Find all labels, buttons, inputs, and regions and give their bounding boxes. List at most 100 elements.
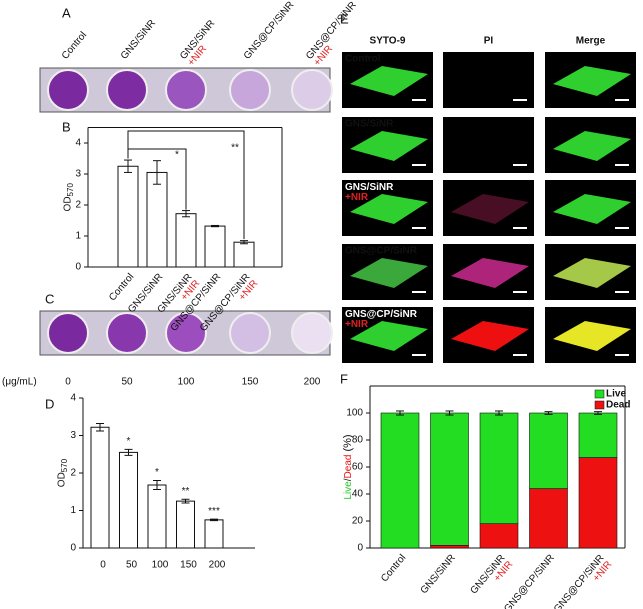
concentration-label: 50: [121, 377, 133, 388]
y-tick-label: 4: [70, 393, 76, 404]
significance: ***: [208, 506, 220, 517]
row-label: GNS@CP/SiNR: [345, 246, 418, 257]
y-tick-label: 0: [357, 543, 363, 554]
text-part: 570: [60, 458, 69, 472]
biofilm: [553, 321, 631, 351]
y-axis-label: OD570: [63, 183, 75, 212]
y-tick-label: 3: [70, 430, 76, 441]
text-part: /: [343, 478, 354, 481]
legend-label: Live: [606, 389, 626, 400]
significance-bracket: [128, 148, 187, 210]
column-header: PI: [484, 36, 494, 47]
bar: [119, 451, 138, 549]
row-label: GNS@CP/SiNR +NIR: [345, 309, 418, 330]
y-axis-label: Live/Dead (%): [342, 434, 354, 499]
biofilm: [553, 194, 631, 224]
bar: [146, 171, 168, 268]
well: [165, 312, 207, 354]
x-tick-label: GNS@CP/SiNR: [502, 553, 557, 609]
row-label: Control: [345, 54, 381, 65]
significance: *: [155, 467, 159, 478]
well-label: GNS@CP/SiNR: [242, 0, 297, 62]
column-header: SYTO-9: [370, 36, 406, 47]
x-tick-label: 200: [209, 560, 226, 571]
bar-segment: [578, 457, 618, 549]
bar: [175, 213, 197, 268]
x-tick-label: 0: [100, 560, 106, 571]
bar-segment: [578, 412, 618, 458]
x-tick-label: GNS/SiNR+NIR: [468, 553, 515, 603]
micrograph: [443, 52, 534, 108]
bar-segment: [529, 412, 568, 489]
concentration-label: 0: [65, 377, 71, 388]
row-label: GNS/SiNR +NIR: [345, 182, 394, 203]
y-tick-label: 2: [70, 468, 76, 479]
well: [291, 312, 333, 354]
y-tick-label: 40: [352, 489, 364, 500]
text-part: (%): [342, 434, 354, 454]
well: [106, 312, 148, 354]
y-tick-label: 0: [70, 543, 76, 554]
y-tick-label: 20: [352, 516, 364, 527]
micrograph: [443, 180, 534, 236]
well: [106, 69, 148, 111]
y-tick-label: 100: [346, 408, 363, 419]
legend-swatch: [594, 400, 605, 410]
well: [47, 69, 89, 111]
bar-segment: [529, 488, 568, 549]
significance-bracket: [127, 130, 245, 240]
panel-label: F: [340, 371, 348, 386]
panel-label: C: [45, 291, 54, 306]
legend-swatch: [594, 389, 605, 399]
concentration-label: 100: [178, 377, 195, 388]
well-label: GNS/SiNR: [119, 18, 158, 62]
biofilm: [451, 321, 529, 351]
bar-segment: [430, 412, 469, 546]
panel-label: E: [340, 11, 349, 26]
legend-label: Dead: [606, 400, 630, 411]
y-tick-label: 0: [75, 262, 81, 273]
text-part: Dead: [343, 455, 354, 479]
biofilm: [553, 258, 631, 288]
biofilm: [350, 321, 428, 351]
y-tick-label: 60: [352, 462, 364, 473]
x-tick-label: GNS/SiNR: [419, 553, 458, 597]
biofilm: [451, 258, 529, 288]
bar: [233, 241, 255, 268]
well: [229, 69, 271, 111]
concentration-label: 150: [242, 377, 259, 388]
biofilm: [350, 131, 428, 161]
unit-label: (μg/mL): [2, 377, 37, 388]
text-part: +NIR: [345, 319, 369, 330]
x-tick-label: 100: [152, 560, 169, 571]
text-part: GNS/SiNR: [345, 182, 394, 193]
bar-segment: [380, 412, 420, 549]
x-tick-label: Control: [107, 272, 136, 304]
bar: [176, 500, 195, 549]
biofilm: [350, 66, 428, 96]
significance: **: [182, 486, 190, 497]
well: [229, 312, 271, 354]
text-part: Live: [343, 481, 354, 500]
panel-label: D: [45, 396, 54, 411]
micrograph: [443, 117, 534, 173]
bar: [204, 225, 226, 268]
well: [165, 69, 207, 111]
y-tick-label: 2: [75, 200, 81, 211]
row-label: GNS/SiNR: [345, 119, 394, 130]
significance: **: [231, 143, 239, 154]
well-label: GNS/SiNR+NIR: [178, 18, 225, 68]
significance: *: [175, 150, 179, 161]
text-part: +NIR: [345, 192, 369, 203]
x-tick-label: Control: [379, 553, 408, 585]
biofilm: [451, 194, 529, 224]
well-label: Control: [60, 30, 89, 62]
bar: [117, 165, 139, 268]
well: [291, 69, 333, 111]
panel-label: A: [62, 5, 71, 20]
biofilm: [553, 131, 631, 161]
biofilm: [350, 194, 428, 224]
text-part: GNS@CP/SiNR: [345, 309, 418, 320]
biofilm: [553, 66, 631, 96]
